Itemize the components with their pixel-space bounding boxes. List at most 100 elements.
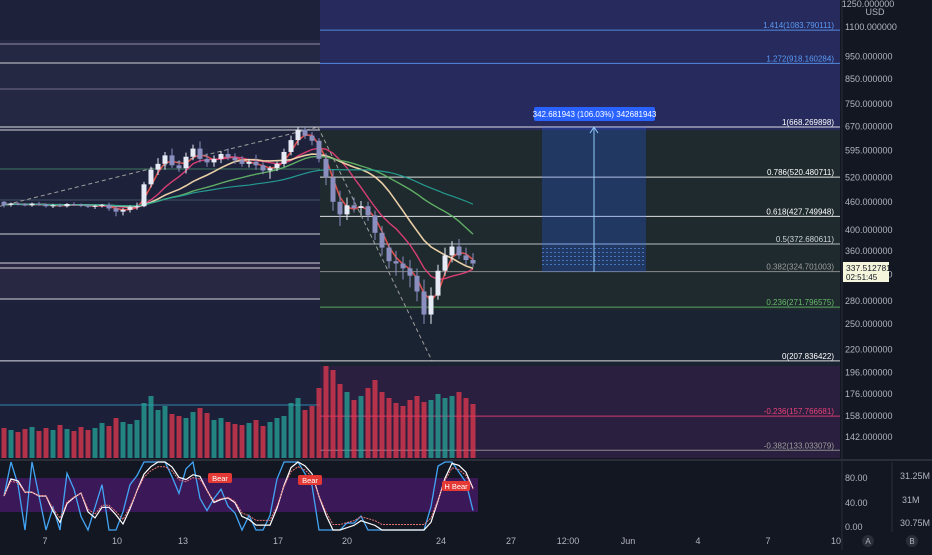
fib-label-8: 0(207.836422) — [782, 352, 834, 361]
volume-bar — [386, 398, 392, 458]
negative-zone-bg — [320, 366, 840, 458]
volume-bar — [120, 422, 126, 458]
candle-body — [225, 154, 231, 158]
volume-bar — [43, 428, 49, 458]
candle-body — [365, 206, 371, 216]
volume-bar — [134, 420, 140, 458]
candle-body — [92, 205, 98, 207]
candle-body — [22, 203, 28, 206]
measure-tool-layer — [542, 126, 646, 273]
candle-body — [15, 203, 21, 205]
price-tick-0: 1100.000000 — [845, 22, 897, 32]
volume-bar — [106, 426, 112, 458]
candle-body — [71, 203, 77, 205]
oscillator-band — [0, 478, 478, 512]
volume-bar — [176, 416, 182, 458]
date-tick-1: 10 — [112, 536, 122, 546]
candle-body — [218, 154, 224, 159]
volume-bar — [169, 414, 175, 458]
candle-body — [141, 184, 147, 207]
candle-body — [274, 163, 280, 169]
fib-label-0: 1.414(1083.790111) — [763, 21, 834, 30]
volume-bar — [218, 418, 224, 458]
osc-tick-40: 40.00 — [845, 498, 868, 508]
volume-bar — [148, 396, 154, 458]
candle-body — [183, 156, 189, 169]
candle-body — [463, 255, 469, 261]
hidden-bear-tag — [442, 481, 470, 491]
volume-bar — [8, 430, 14, 458]
volume-bar — [316, 388, 322, 458]
candle-body — [190, 148, 196, 157]
moving-average-4 — [3, 169, 474, 207]
candle-body — [295, 129, 301, 141]
candle-body — [36, 203, 42, 205]
date-tick-10: 7 — [765, 536, 770, 546]
osc-tick-80: 80.00 — [845, 473, 868, 483]
volume-bar — [141, 403, 147, 458]
price-tick-15: 176.000000 — [845, 389, 893, 399]
candle-body — [393, 261, 399, 264]
price-axis-unit: USD — [865, 7, 885, 17]
volume-bar — [344, 392, 350, 458]
log-scale-icon[interactable] — [906, 535, 918, 547]
candle-body — [288, 140, 294, 152]
countdown-timer: 02:51:45 — [846, 273, 878, 282]
volume-bar — [323, 366, 329, 458]
price-tick-17: 142.000000 — [845, 432, 893, 442]
candle-body — [309, 135, 315, 141]
price-tick-2: 850.000000 — [845, 74, 893, 84]
candle-body — [323, 158, 329, 178]
candle-body — [330, 177, 336, 202]
price-axis-top-label: 1250.000000 — [842, 0, 895, 9]
volume-bar — [421, 402, 427, 458]
candle-body — [386, 247, 392, 262]
candle-body — [358, 206, 364, 208]
volume-bar — [204, 413, 210, 458]
current-price-tag — [843, 262, 889, 282]
candle-body — [253, 161, 259, 166]
candle-body — [127, 207, 133, 210]
volume-bar — [393, 403, 399, 458]
date-tick-3: 17 — [273, 536, 283, 546]
price-tick-13: 220.000000 — [845, 345, 893, 355]
oscillator-signal-line — [3, 466, 474, 526]
auto-scale-icon[interactable] — [862, 535, 874, 547]
volume-bar — [92, 428, 98, 458]
bear-tag-2 — [298, 475, 322, 485]
volume-bar — [50, 430, 56, 458]
volume-bar — [85, 430, 91, 458]
candle-body — [8, 203, 14, 205]
candle-body — [211, 158, 217, 163]
candle-body — [435, 270, 441, 296]
volume-bar — [330, 370, 336, 458]
fib-label-6: 0.382(324.701003) — [766, 263, 834, 272]
candle-body — [162, 155, 168, 164]
candle-body — [351, 205, 357, 208]
candle-body — [449, 246, 455, 256]
volume-bar — [295, 398, 301, 458]
date-tick-6: 27 — [506, 536, 516, 546]
price-tick-7: 460.000000 — [845, 197, 893, 207]
date-tick-8: Jun — [621, 536, 636, 546]
volume-bar — [225, 422, 231, 458]
candle-body — [428, 295, 434, 315]
volume-bar — [162, 406, 168, 458]
fib-label-3: 0.786(520.480711) — [767, 168, 834, 177]
volume-bar — [260, 426, 266, 458]
volume-bar — [449, 396, 455, 458]
fib-label-5: 0.5(372.680611) — [776, 235, 834, 244]
candlestick-layer — [1, 127, 476, 324]
candle-body — [316, 140, 322, 159]
log-scale-label: B — [909, 537, 914, 546]
candle-body — [57, 205, 63, 207]
candle-body — [456, 246, 462, 256]
date-tick-4: 20 — [342, 536, 352, 546]
candle-body — [43, 204, 49, 207]
price-tick-8: 400.000000 — [845, 225, 893, 235]
candle-body — [400, 263, 406, 269]
volume-bar — [155, 410, 161, 458]
